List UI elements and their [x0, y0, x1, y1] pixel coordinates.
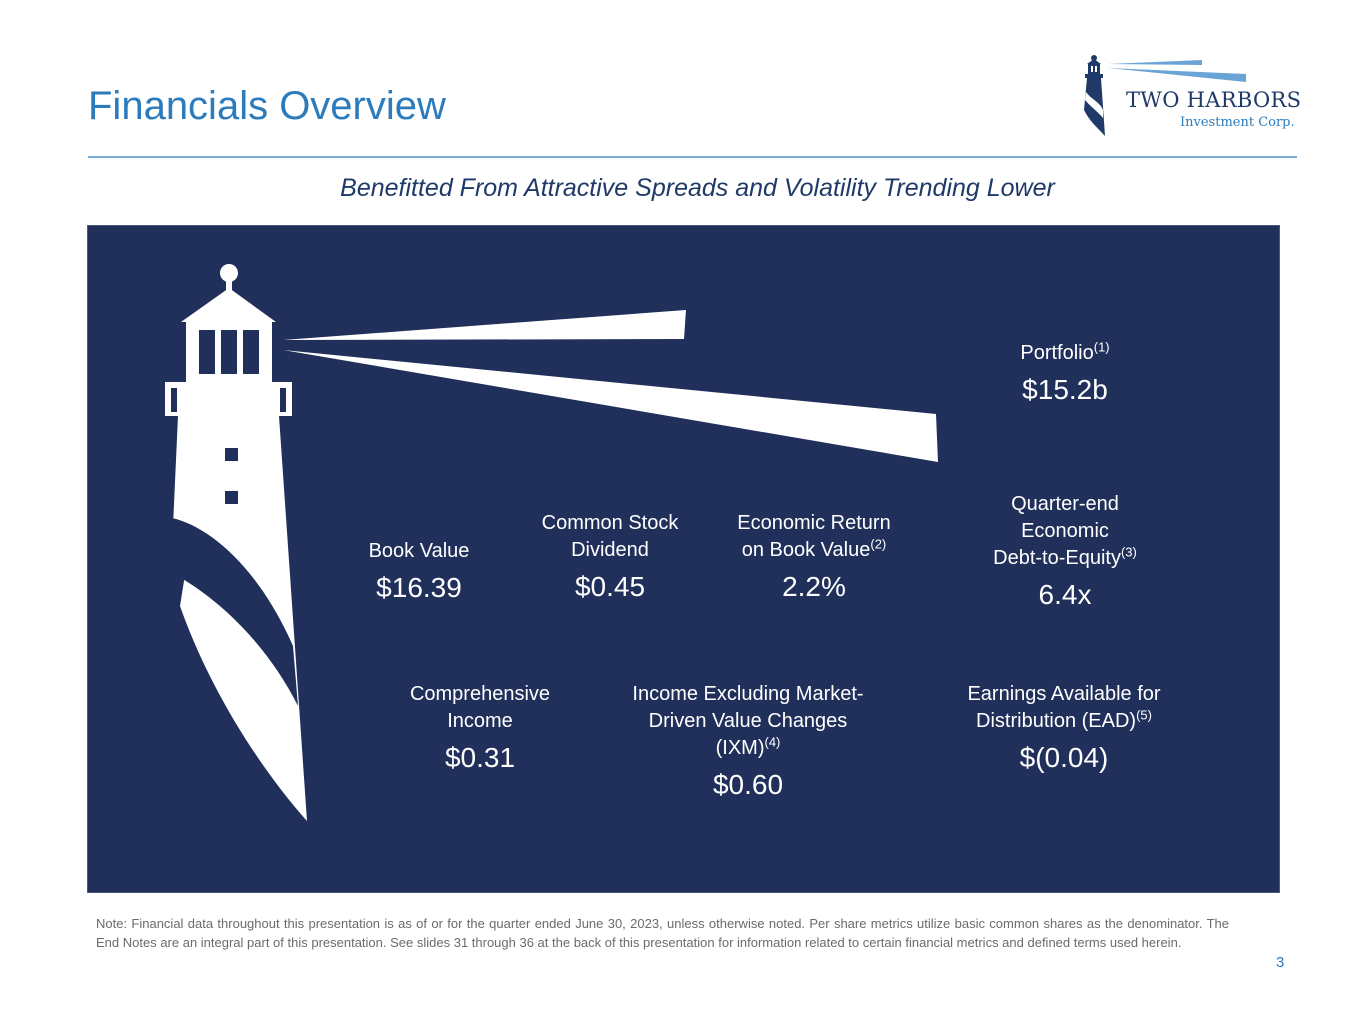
metric-label: Economic Return on Book Value(2)	[737, 512, 891, 561]
metric-value: $16.39	[376, 572, 462, 603]
metric-economic-return: Economic Return on Book Value(2) 2.2%	[704, 510, 924, 604]
metric-value: $0.45	[574, 571, 646, 602]
metric-label: Portfolio(1)	[1020, 339, 1110, 364]
metric-value: $(0.04)	[1019, 742, 1109, 773]
metric-value: $0.60	[712, 769, 784, 800]
metric-label: Book Value	[368, 540, 470, 562]
metric-value: $0.31	[444, 742, 516, 773]
page-subtitle: Benefitted From Attractive Spreads and V…	[340, 174, 1055, 202]
metric-book-value: Book Value $16.39	[329, 538, 509, 605]
metrics-panel: Portfolio(1) $15.2b Book Value $16.39 Co…	[87, 225, 1280, 893]
metric-label: Earnings Available for Distribution (EAD)…	[967, 683, 1161, 732]
metric-debt-to-equity: Quarter-end Economic Debt-to-Equity(3) 6.4…	[955, 491, 1175, 612]
metric-portfolio: Portfolio(1) $15.2b	[965, 340, 1165, 407]
metric-ead: Earnings Available for Distribution (EAD)…	[924, 681, 1204, 775]
logo-subtitle: Investment Corp.	[1180, 115, 1295, 130]
lighthouse-illustration-icon	[165, 264, 938, 821]
header-divider	[88, 156, 1297, 158]
logo-name: TWO HARBORS	[1126, 88, 1302, 112]
metric-label: Income Excluding Market- Driven Value Cha…	[632, 683, 864, 759]
metric-value: $15.2b	[1022, 374, 1108, 405]
metric-label: Quarter-end Economic Debt-to-Equity(3)	[993, 493, 1137, 569]
metric-comprehensive-income: Comprehensive Income $0.31	[370, 681, 590, 775]
metric-label: Comprehensive Income	[409, 683, 551, 732]
metric-label: Common Stock Dividend	[541, 512, 679, 561]
metric-value: 2.2%	[782, 571, 846, 602]
metric-dividend: Common Stock Dividend $0.45	[510, 510, 710, 604]
page-number: 3	[1276, 954, 1285, 971]
metric-value: 6.4x	[1038, 579, 1092, 610]
page-title: Financials Overview	[88, 84, 446, 128]
lighthouse-logo-icon	[1084, 55, 1246, 136]
metric-ixm: Income Excluding Market- Driven Value Cha…	[588, 681, 908, 802]
footnote: Note: Financial data throughout this pre…	[96, 916, 1229, 950]
